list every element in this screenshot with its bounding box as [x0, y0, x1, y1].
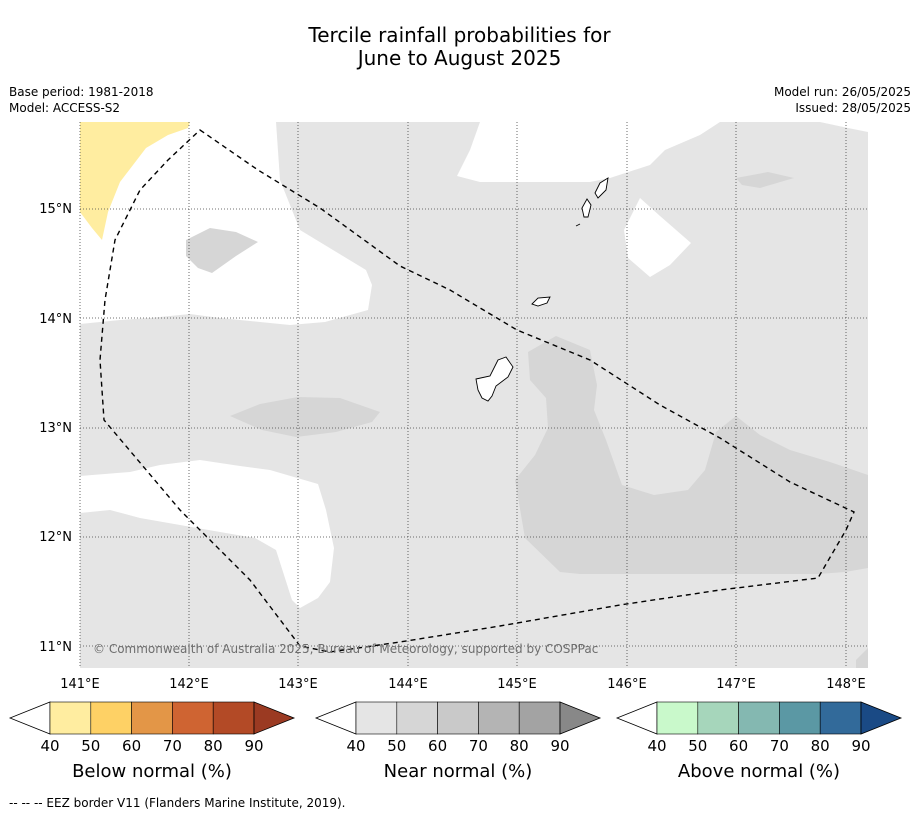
- near-normal-colorbar: 40 50 60 70 80 90: [314, 701, 602, 755]
- colorbar-segment: [437, 701, 479, 735]
- lon-axis-labels: 141°E 142°E 143°E 144°E 145°E 146°E 147°…: [60, 677, 866, 692]
- map-gridlines: [79, 122, 868, 668]
- colorbar-segment: [656, 701, 699, 735]
- colorbar-segment: [697, 701, 739, 735]
- issued-text: Issued: 28/05/2025: [795, 101, 911, 115]
- colorbar-tick-label: 70: [770, 737, 789, 755]
- below-normal-colorbar: 40 50 60 70 80 90: [8, 701, 296, 755]
- model-text: Model: ACCESS-S2: [9, 101, 121, 115]
- lon-label: 144°E: [388, 677, 428, 692]
- colorbar-tick-label: 40: [647, 737, 666, 755]
- map-title-line1: Tercile rainfall probabilities for: [308, 23, 611, 47]
- lat-axis-labels: 15°N 14°N 13°N 12°N 11°N: [39, 202, 72, 655]
- above-normal-colorbar: 40 50 60 70 80 90: [615, 701, 903, 755]
- colorbar-segment: [131, 701, 173, 735]
- rota-island: [531, 296, 551, 307]
- colorbar-upper-extend: [559, 701, 602, 735]
- colorbar-tick-label: 70: [469, 737, 488, 755]
- colorbar-segment: [49, 701, 92, 735]
- probability-shading: [80, 122, 868, 668]
- lon-label: 147°E: [716, 677, 756, 692]
- colorbar-tick-label: 50: [387, 737, 406, 755]
- white-region-north: [457, 122, 720, 182]
- eez-footnote: -- -- -- EEZ border V11 (Flanders Marine…: [9, 796, 346, 810]
- colorbar-tick-label: 50: [81, 737, 100, 755]
- colorbar-tick-label: 60: [428, 737, 447, 755]
- colorbar-tick-label: 80: [510, 737, 529, 755]
- base-period-text: Base period: 1981-2018: [9, 85, 154, 99]
- colorbar-tick-label: 90: [851, 737, 870, 755]
- lon-label: 148°E: [826, 677, 866, 692]
- eez-border: [99, 129, 855, 653]
- colorbar-tick-label: 90: [244, 737, 263, 755]
- white-region-northwest: [80, 122, 372, 325]
- white-region-southwest: [80, 460, 334, 608]
- colorbar-segment: [518, 701, 561, 735]
- colorbar-segment: [819, 701, 862, 735]
- lon-label: 146°E: [607, 677, 647, 692]
- lat-label: 15°N: [39, 202, 72, 217]
- colorbar-upper-extend: [253, 701, 296, 735]
- colorbar-tick-label: 40: [346, 737, 365, 755]
- above-normal-label: Above normal (%): [677, 761, 841, 782]
- colorbar-segment: [355, 701, 398, 735]
- colorbar-tick-label: 70: [163, 737, 182, 755]
- near-normal-label: Near normal (%): [383, 761, 533, 782]
- below-normal-40-50-region: [80, 122, 190, 240]
- model-run-text: Model run: 26/05/2025: [773, 85, 911, 99]
- near-normal-50-60-corner: [856, 648, 868, 668]
- lon-label: 142°E: [169, 677, 209, 692]
- colorbar-segment: [396, 701, 438, 735]
- below-normal-label: Below normal (%): [72, 761, 232, 782]
- lat-label: 12°N: [39, 530, 72, 545]
- copyright-text: © Commonwealth of Australia 2025, Bureau…: [93, 642, 598, 656]
- rainfall-map: 15°N 14°N 13°N 12°N 11°N 141°E 142°E 143…: [8, 122, 903, 755]
- map-title-line2: June to August 2025: [357, 46, 562, 70]
- islands: [475, 177, 609, 402]
- colorbar-segment: [738, 701, 780, 735]
- colorbar-segment: [90, 701, 132, 735]
- white-region-northeast: [820, 122, 868, 132]
- near-normal-50-60-blob-west: [186, 228, 258, 273]
- lat-label: 13°N: [39, 421, 72, 436]
- tinian-island: [581, 198, 592, 218]
- near-normal-50-60-region-southeast: [515, 336, 868, 574]
- colorbar-tick-label: 90: [550, 737, 569, 755]
- colorbar-tick-label: 80: [811, 737, 830, 755]
- lat-label: 11°N: [39, 640, 72, 655]
- aguijan-islet: [575, 223, 581, 227]
- colorbar-upper-extend: [860, 701, 903, 735]
- colorbar-tick-label: 60: [122, 737, 141, 755]
- colorbar-segment: [478, 701, 520, 735]
- colorbar-tick-label: 60: [729, 737, 748, 755]
- colorbar-lower-extend: [314, 701, 357, 735]
- near-normal-50-60-blob-central: [230, 397, 380, 437]
- colorbar-tick-label: 50: [688, 737, 707, 755]
- colorbar-segment: [212, 701, 255, 735]
- colorbar-lower-extend: [615, 701, 658, 735]
- lat-label: 14°N: [39, 312, 72, 327]
- saipan-island: [594, 177, 609, 199]
- near-normal-50-60-blob-northeast: [736, 172, 794, 188]
- lon-label: 141°E: [60, 677, 100, 692]
- guam-island: [475, 356, 514, 402]
- white-region-east-pocket: [624, 198, 691, 277]
- colorbar-segment: [172, 701, 214, 735]
- colorbar-tick-label: 80: [204, 737, 223, 755]
- colorbar-segment: [779, 701, 821, 735]
- lon-label: 145°E: [497, 677, 537, 692]
- lon-label: 143°E: [278, 677, 318, 692]
- colorbar-lower-extend: [8, 701, 51, 735]
- colorbar-tick-label: 40: [40, 737, 59, 755]
